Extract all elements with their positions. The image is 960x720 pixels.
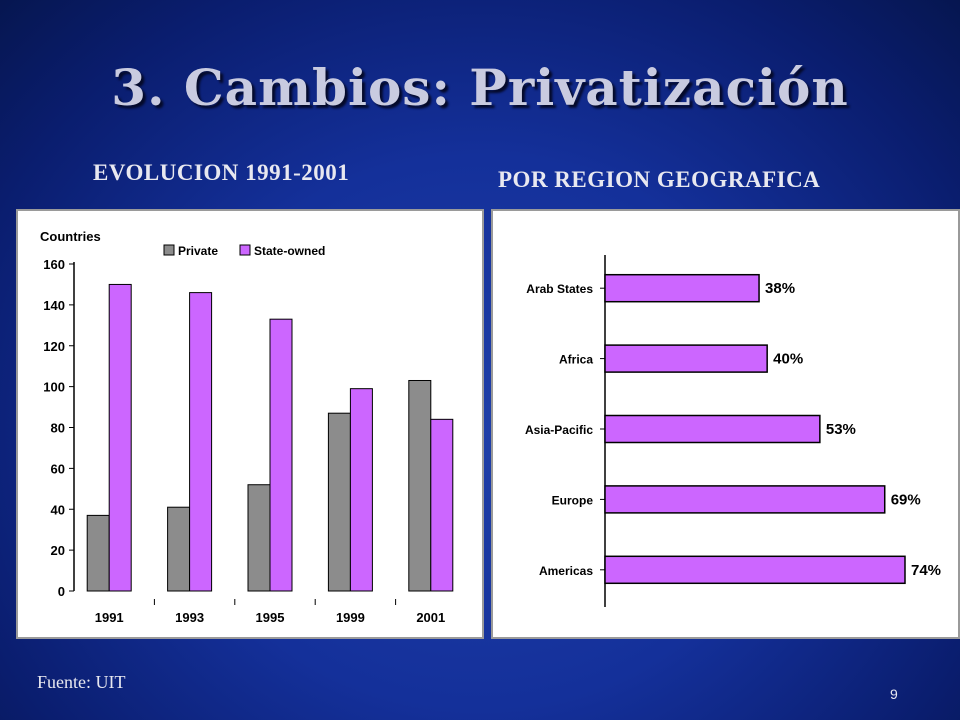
- page-number: 9: [890, 686, 898, 702]
- bar-private-2001: [408, 379, 432, 592]
- bar-state-owned-1995: [269, 318, 293, 592]
- y-tick-label: 120: [43, 339, 65, 354]
- evolution-chart-panel: Countries Private State-owned 0 20 40 60 80 100 1…: [16, 209, 484, 639]
- bar-state-owned-1991: [108, 283, 132, 592]
- y-tick-label: 0: [58, 584, 65, 599]
- y-axis-label: Countries: [40, 229, 101, 244]
- source-footer: Fuente: UIT: [37, 672, 126, 692]
- bar-africa: [604, 344, 768, 373]
- legend-label-private: Private: [178, 244, 218, 258]
- y-tick-label: 80: [51, 421, 65, 436]
- legend-swatch-state-owned: [239, 244, 251, 256]
- region-bar-chart: Arab States 38% Africa 40% Asia-Pacific 53% Eu…: [525, 255, 941, 607]
- subtitle-region: POR REGION GEOGRAFICA: [498, 167, 821, 192]
- category-label: Asia-Pacific: [525, 423, 593, 437]
- category-label: Africa: [559, 353, 593, 367]
- bar-state-owned-1993: [189, 292, 213, 592]
- region-chart-panel: Arab States 38% Africa 40% Asia-Pacific 53% Eu…: [491, 209, 960, 639]
- bar-private-1993: [167, 506, 191, 592]
- x-tick-label: 1999: [336, 610, 365, 625]
- y-tick-label: 140: [43, 298, 65, 313]
- value-label: 40%: [773, 351, 803, 368]
- y-tick-label: 40: [51, 502, 65, 517]
- value-label: 74%: [911, 562, 941, 579]
- bar-private-1995: [247, 484, 271, 592]
- bar-europe: [604, 485, 886, 514]
- bar-arab-states: [604, 273, 760, 303]
- legend-label-state-owned: State-owned: [254, 244, 325, 258]
- category-label: Europe: [552, 493, 594, 507]
- bar-state-owned-1999: [349, 388, 373, 592]
- y-tick-label: 100: [43, 380, 65, 395]
- bar-state-owned-2001: [430, 418, 454, 592]
- value-label: 69%: [891, 491, 921, 508]
- bar-private-1991: [86, 514, 110, 592]
- evolution-bar-chart: Countries Private State-owned 0 20 40 60 80 100 1…: [40, 229, 454, 625]
- value-label: 53%: [826, 421, 856, 438]
- value-label: 38%: [765, 280, 795, 297]
- bar-private-1999: [327, 412, 351, 592]
- y-tick-label: 160: [43, 257, 65, 272]
- bar-asia-pacific: [604, 414, 821, 444]
- legend-swatch-private: [163, 244, 175, 256]
- slide-title: 3. Cambios: Privatización: [111, 58, 849, 117]
- x-tick-label: 2001: [416, 610, 445, 625]
- x-tick-label: 1993: [175, 610, 204, 625]
- y-tick-label: 20: [51, 543, 65, 558]
- y-tick-label: 60: [51, 461, 65, 476]
- bar-americas: [604, 555, 906, 585]
- x-tick-label: 1995: [256, 610, 285, 625]
- category-label: Arab States: [526, 282, 593, 296]
- x-tick-label: 1991: [95, 610, 124, 625]
- category-label: Americas: [539, 564, 593, 578]
- subtitle-evolution: EVOLUCION 1991-2001: [93, 160, 350, 185]
